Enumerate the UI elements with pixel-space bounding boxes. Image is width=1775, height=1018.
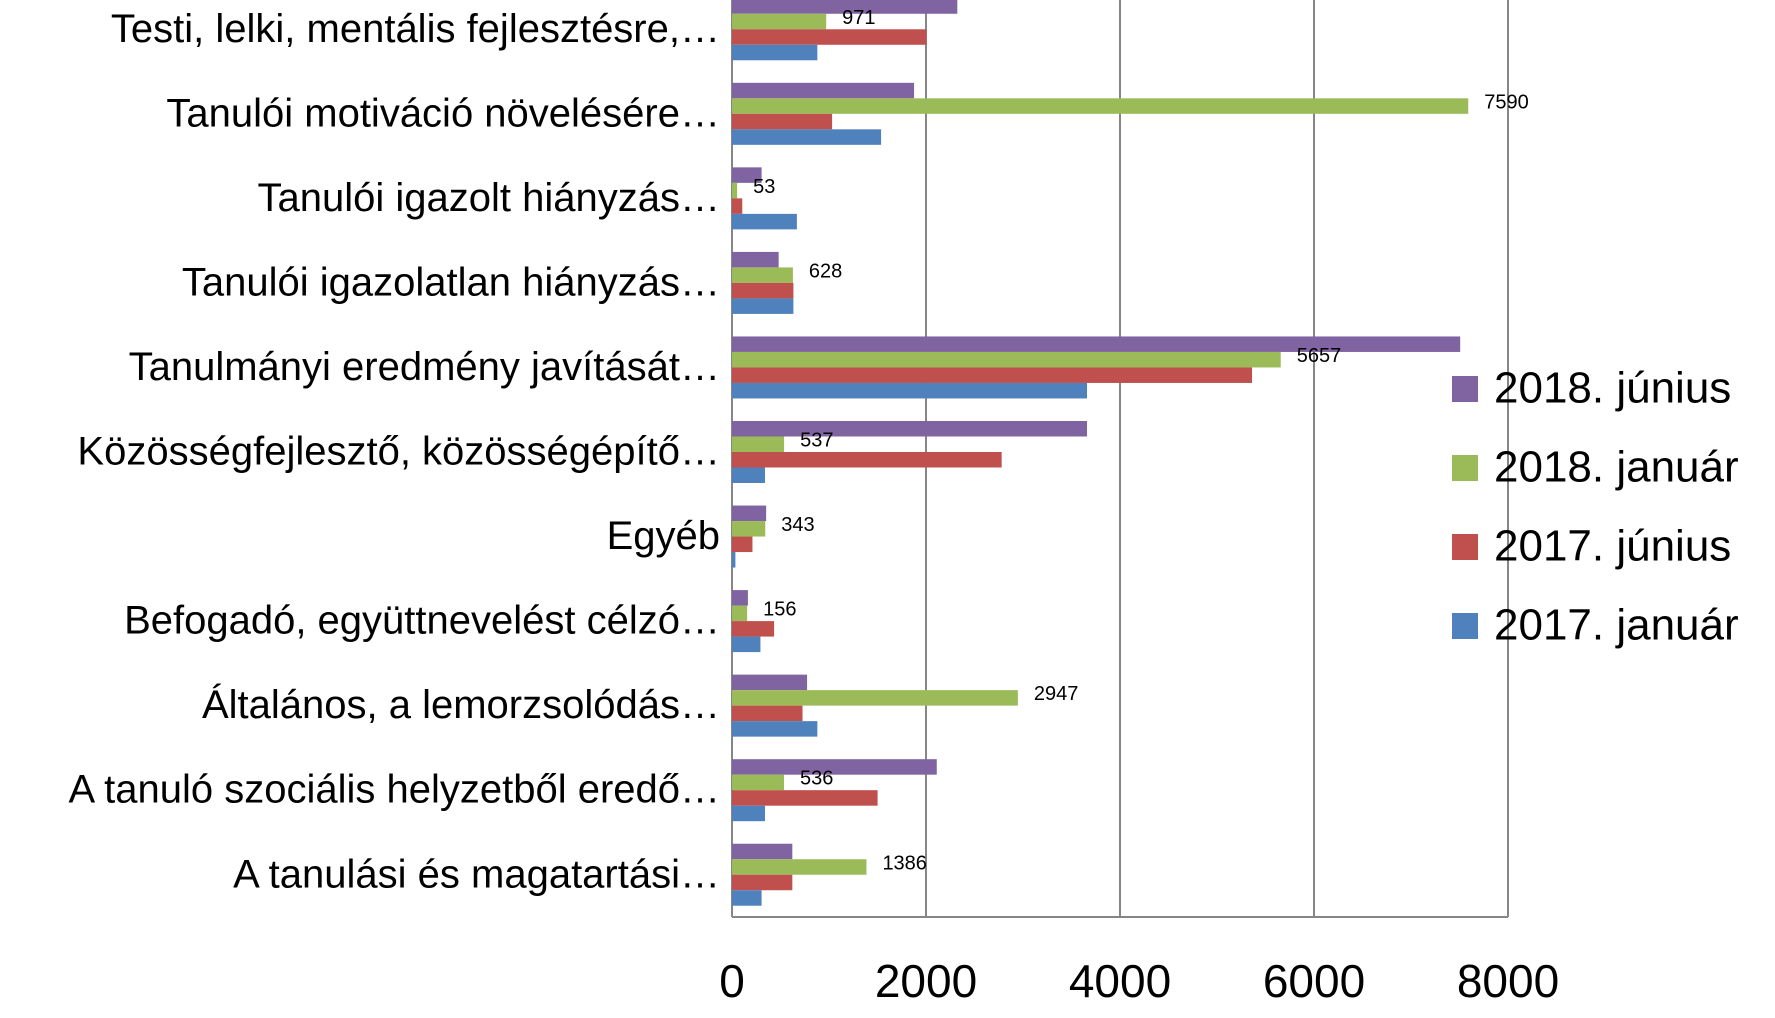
bar [732, 890, 762, 906]
x-tick-label: 2000 [875, 955, 977, 1007]
bar [732, 436, 785, 452]
bar [732, 129, 882, 145]
x-tick-label: 0 [719, 955, 745, 1007]
bar [732, 759, 937, 775]
bar [732, 859, 867, 875]
y-tick-label: Testi, lelki, mentális fejlesztésre,… [111, 7, 720, 51]
bar [732, 505, 767, 522]
legend-label: 2017. január [1494, 601, 1739, 650]
legend-swatch [1452, 613, 1478, 639]
y-tick-label: Tanulói igazolt hiányzás… [258, 176, 720, 220]
data-label: 53 [753, 176, 775, 198]
data-label: 536 [800, 768, 833, 790]
x-tick-label: 8000 [1457, 955, 1559, 1007]
bar [732, 251, 779, 268]
legend-label: 2018. június [1494, 364, 1731, 413]
legend-swatch [1452, 534, 1478, 560]
data-label: 156 [763, 599, 796, 621]
bar [732, 167, 762, 183]
bar [732, 82, 915, 99]
y-tick-label: Általános, a lemorzsolódás… [202, 682, 720, 727]
bar [732, 590, 748, 606]
data-label: 5657 [1297, 345, 1342, 367]
bar [732, 605, 748, 622]
x-tick-label: 4000 [1069, 955, 1171, 1007]
bar [732, 721, 818, 737]
data-label: 2947 [1034, 683, 1079, 705]
data-label: 971 [842, 7, 875, 29]
bar [732, 198, 743, 214]
y-tick-label: Közösségfejlesztő, közösségépítő… [77, 430, 720, 474]
bar [732, 382, 1088, 399]
bar [732, 552, 736, 568]
bar [732, 213, 797, 230]
bar [732, 336, 1461, 352]
bar [732, 452, 1002, 468]
bar [732, 705, 803, 722]
bar [732, 843, 793, 860]
bar [732, 98, 1469, 114]
bar [732, 44, 818, 61]
bar [732, 790, 878, 806]
bar [732, 805, 765, 822]
bar [732, 351, 1281, 368]
bar [732, 874, 793, 891]
bar [732, 421, 1088, 437]
bar [732, 521, 766, 537]
bar [732, 467, 765, 483]
bar [732, 29, 927, 45]
data-label: 1386 [882, 852, 927, 874]
data-label: 7590 [1484, 91, 1529, 113]
bar [732, 113, 833, 130]
data-label: 628 [809, 260, 842, 282]
bar [732, 621, 775, 637]
y-tick-label: Tanulmányi eredmény javítását… [129, 345, 720, 389]
bar [732, 536, 753, 553]
bar [732, 674, 808, 691]
bar [732, 298, 794, 314]
y-tick-label: Befogadó, együttnevelést célzó… [124, 599, 720, 643]
legend-swatch [1452, 455, 1478, 481]
bar [732, 282, 794, 299]
bar [732, 774, 784, 791]
legend-label: 2017. június [1494, 522, 1731, 571]
legend-label: 2018. január [1494, 443, 1739, 492]
bar [732, 267, 793, 283]
bar [732, 13, 827, 30]
bar [732, 690, 1018, 706]
bar [732, 367, 1253, 383]
y-tick-label: A tanuló szociális helyzetből eredő… [69, 768, 720, 812]
bar [732, 182, 738, 199]
legend-swatch [1452, 376, 1478, 402]
data-label: 537 [800, 430, 833, 452]
bar [732, 636, 761, 653]
y-tick-label: Tanulói igazolatlan hiányzás… [182, 260, 720, 304]
data-label: 343 [781, 514, 814, 536]
x-tick-label: 6000 [1263, 955, 1365, 1007]
y-tick-label: Egyéb [607, 514, 720, 558]
y-tick-label: A tanulási és magatartási… [233, 852, 720, 896]
y-tick-label: Tanulói motiváció növelésére… [166, 91, 720, 135]
bar [732, 0, 958, 14]
